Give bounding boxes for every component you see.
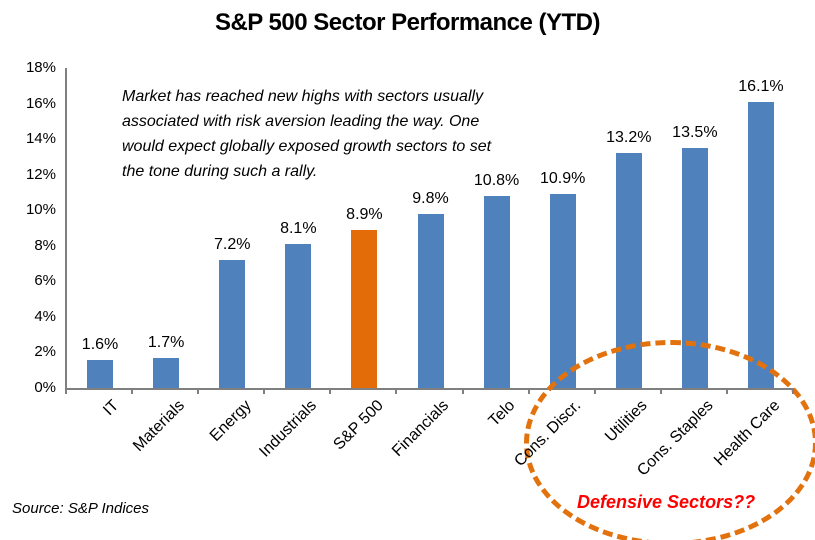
x-axis-tick: [329, 389, 332, 394]
bar-Telo: [483, 196, 510, 388]
y-axis-tick-label: 18%: [25, 59, 56, 76]
bar-Financials: [417, 214, 444, 388]
x-axis-tick: [593, 389, 596, 394]
y-axis-tick-label: 12%: [25, 165, 56, 183]
x-axis-category-label: Industrials: [256, 397, 321, 461]
x-axis-tick: [725, 389, 728, 394]
defensive-sectors-label: Defensive Sectors??: [577, 492, 756, 512]
y-axis-tick-label: 6%: [34, 272, 56, 290]
bar-value-label: 13.5%: [672, 124, 718, 141]
defensive-sectors-ellipse: [524, 340, 815, 540]
bar-Energy: [219, 260, 246, 388]
bar-value-label: 1.7%: [147, 334, 185, 351]
y-axis-tick-label: 8%: [34, 236, 56, 254]
chart-title: S&P 500 Sector Performance (YTD): [214, 9, 601, 36]
x-axis-tick: [197, 389, 200, 394]
bar-value-label: 1.6%: [81, 336, 119, 353]
y-axis-tick-label: 0%: [34, 379, 56, 396]
x-axis-category-label: IT: [99, 397, 123, 420]
bar-Health Care: [747, 102, 774, 388]
y-axis-tick-label: 4%: [34, 307, 56, 325]
y-axis-tick-label: 16%: [25, 94, 56, 112]
bar-IT: [87, 360, 114, 388]
bar-value-label: 9.8%: [412, 190, 449, 207]
bar-value-label: 7.2%: [213, 236, 251, 253]
bar-value-label: 10.8%: [473, 172, 520, 189]
x-axis-category-label: Financials: [389, 397, 453, 460]
x-axis-category-label: S&P 500: [329, 397, 387, 454]
bar-value-label: 10.9%: [539, 170, 586, 187]
x-axis-tick: [263, 389, 266, 394]
y-axis-tick-label: 10%: [25, 201, 56, 219]
y-axis-tick-label: 14%: [25, 130, 56, 148]
x-axis-category-label: Energy: [206, 397, 255, 445]
bar-Industrials: [285, 244, 312, 388]
x-axis-tick: [792, 389, 794, 394]
bar-value-label: 13.2%: [606, 129, 652, 146]
x-axis-category-label: Telo: [485, 397, 519, 430]
bar-value-label: 8.1%: [280, 220, 317, 237]
x-axis-tick: [395, 389, 398, 394]
x-axis-tick: [527, 389, 530, 394]
annotation-text: Market has reached new highs with sector…: [122, 88, 492, 180]
x-axis-tick: [659, 389, 662, 394]
source-note: Source: S&P Indices: [12, 500, 150, 517]
bar-S&P 500: [351, 230, 378, 388]
bar-value-label: 8.9%: [346, 206, 383, 223]
x-axis-category-label: Materials: [130, 397, 189, 455]
x-axis-tick: [65, 389, 67, 394]
bar-value-label: 16.1%: [738, 78, 784, 95]
x-axis-tick: [461, 389, 464, 394]
y-axis-tick-label: 2%: [34, 343, 56, 361]
bar-Materials: [153, 358, 180, 388]
bar-Cons. Discr.: [549, 194, 576, 388]
x-axis-tick: [131, 389, 134, 394]
